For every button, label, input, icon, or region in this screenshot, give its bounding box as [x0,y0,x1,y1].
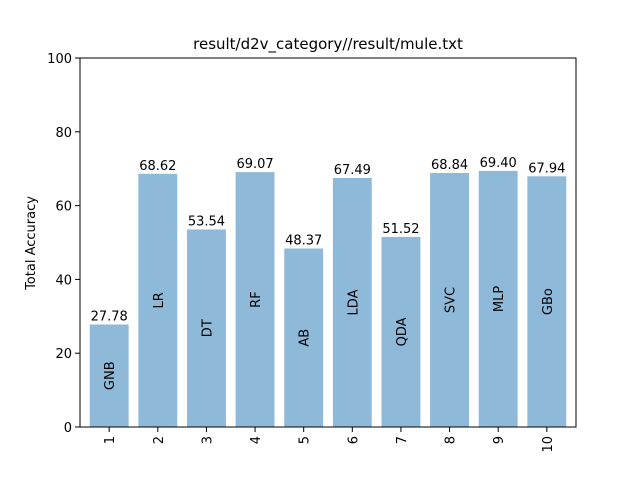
bar [332,177,372,427]
bar [527,176,567,427]
x-axis-ticks: 1 2 3 4 5 6 7 8 9 10 [103,427,556,453]
x-tick-label: 2 [152,436,167,444]
bar [478,170,518,427]
y-tick-label: 40 [55,273,72,288]
bar-value-label: 69.40 [480,156,517,171]
bar-name-label: SVC [444,287,459,313]
bar-value-label: 68.62 [139,159,176,174]
bar-name-label: AB [298,329,313,347]
bar [430,172,470,427]
y-tick-label: 20 [55,347,72,362]
bar-name-label: LR [152,292,167,308]
bar-name-label: QDA [395,317,410,346]
y-axis-ticks: 0 20 40 60 80 100 [47,52,80,436]
chart-title: result/d2v_category//result/mule.txt [193,35,463,54]
plot-frame [79,57,577,428]
x-tick-label: 3 [200,436,215,444]
bar [381,236,421,427]
x-tick-label: 8 [444,436,459,444]
bar-name-label: RF [249,291,264,308]
bar [89,324,129,427]
bar-value-label: 69.07 [236,157,273,172]
x-tick-label: 9 [492,436,507,444]
bar [284,248,324,427]
bar [186,229,226,427]
bar-name-label: MLP [492,286,507,312]
bar-value-label: 27.78 [91,309,128,324]
bar-name-label: GNB [103,361,118,390]
bar-value-label: 48.37 [285,234,322,249]
y-tick-label: 60 [55,200,72,215]
bar [235,172,275,427]
bar-value-label: 53.54 [188,214,225,229]
x-tick-label: 6 [346,436,361,444]
x-tick-label: 1 [103,436,118,444]
bar-name-label: DT [200,319,215,337]
x-tick-label: 7 [395,436,410,444]
y-tick-label: 80 [55,126,72,141]
x-tick-label: 10 [541,436,556,453]
y-tick-label: 0 [64,421,72,436]
bar-value-label: 67.49 [334,163,371,178]
bar-name-label: GBo [541,288,556,315]
y-axis-label: Total Accuracy [24,196,39,291]
bar-value-label: 51.52 [382,222,419,237]
bar-value-label: 67.94 [528,161,565,176]
y-tick-label: 100 [47,52,72,67]
bars-group: 27.78 GNB 68.62 LR 53.54 DT 69.07 RF 48.37 AB 67.4… [89,156,567,427]
bar-name-label: LDA [346,289,361,315]
x-tick-label: 5 [298,436,313,444]
bar-value-label: 68.84 [431,158,468,173]
x-tick-label: 4 [249,436,264,444]
bar [138,173,178,427]
